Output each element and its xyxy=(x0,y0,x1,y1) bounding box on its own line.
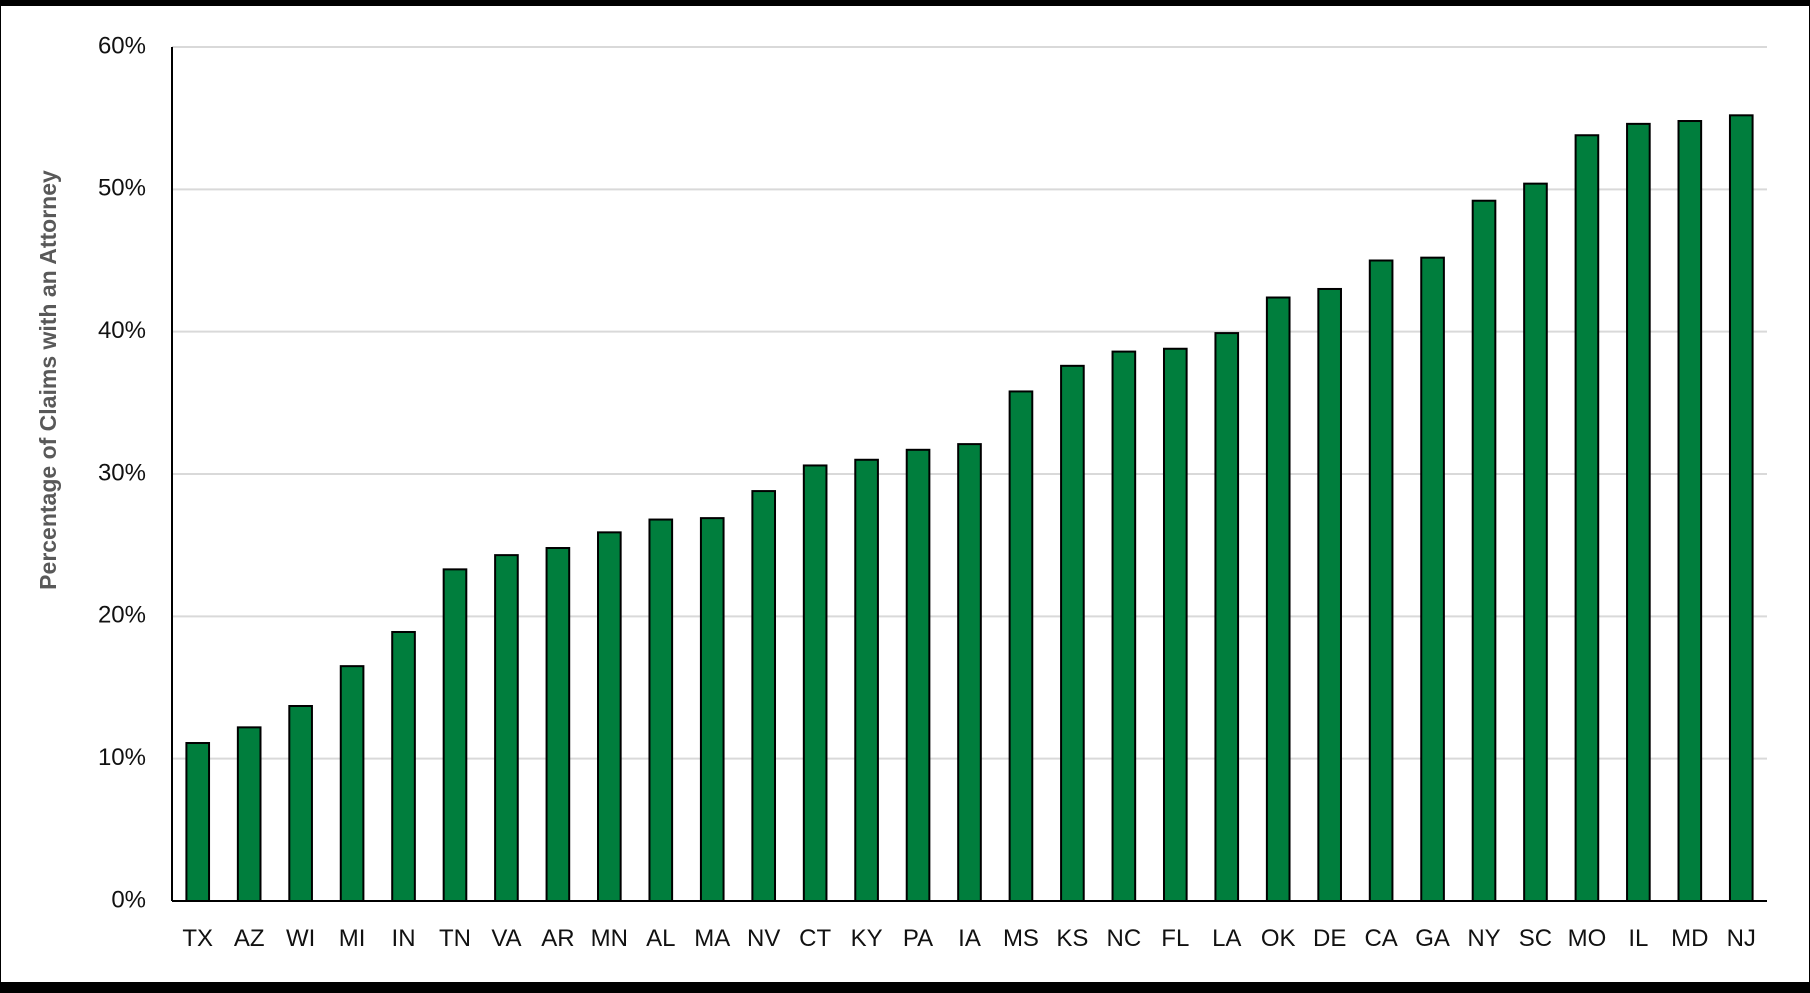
x-tick-label: LA xyxy=(1212,925,1241,952)
x-tick-label: IA xyxy=(958,925,981,952)
x-tick-label: KS xyxy=(1056,925,1088,952)
bar-md xyxy=(1677,120,1703,903)
x-tick-label: NJ xyxy=(1727,925,1756,952)
bar-nj xyxy=(1728,114,1754,902)
y-tick-labels: 0% 10% 20% 30% 40% 50% 60% xyxy=(98,32,146,913)
x-tick-label: MO xyxy=(1568,925,1607,952)
x-tick-label: MA xyxy=(694,925,730,952)
x-tick-label: AZ xyxy=(234,925,265,952)
y-tick-label: 40% xyxy=(98,317,146,344)
y-tick-label: 0% xyxy=(111,886,146,913)
x-tick-label: CA xyxy=(1364,925,1397,952)
x-tick-label: DE xyxy=(1313,925,1346,952)
x-tick-labels: TX AZ WI MI IN TN VA AR MN AL MA NV CT KY PA IA MS KS NC FL… xyxy=(182,925,1756,952)
bar-in xyxy=(391,630,416,902)
bar-ky xyxy=(854,458,879,902)
x-tick-label: CT xyxy=(799,925,831,952)
x-tick-label: TX xyxy=(182,925,213,952)
x-tick-label: AL xyxy=(646,925,675,952)
bar-de xyxy=(1317,287,1342,902)
y-tick-label: 60% xyxy=(98,32,146,59)
y-axis-label: Percentage of Claims with an Attorney xyxy=(35,170,61,590)
bar-az xyxy=(236,726,262,902)
x-tick-label: IL xyxy=(1628,925,1648,952)
bar-la xyxy=(1214,332,1240,902)
bar-ar xyxy=(545,547,571,902)
y-tick-label: 10% xyxy=(98,744,146,771)
bar-al xyxy=(648,518,674,903)
bar-ct xyxy=(802,464,828,902)
bar-mo xyxy=(1574,134,1600,903)
bar-ny xyxy=(1471,199,1497,903)
x-tick-label: MS xyxy=(1003,925,1039,952)
bar-va xyxy=(494,554,519,902)
bar-wi xyxy=(288,705,313,903)
x-tick-label: TN xyxy=(439,925,471,952)
bar-mi xyxy=(339,665,365,903)
axes xyxy=(171,47,1767,902)
bar-ks xyxy=(1060,364,1085,902)
grid-lines xyxy=(172,46,1767,760)
bar-tn xyxy=(442,568,468,902)
bar-ia xyxy=(957,443,982,902)
x-tick-label: NV xyxy=(747,925,780,952)
x-tick-label: NY xyxy=(1467,925,1500,952)
bar-ma xyxy=(699,517,725,903)
x-tick-label: AR xyxy=(541,925,574,952)
x-tick-label: PA xyxy=(903,925,933,952)
bar-nv xyxy=(751,490,777,902)
y-tick-label: 20% xyxy=(98,602,146,629)
x-tick-label: MN xyxy=(591,925,628,952)
x-tick-label: MD xyxy=(1671,925,1708,952)
x-tick-label: IN xyxy=(392,925,416,952)
bar-fl xyxy=(1162,347,1188,903)
bar-tx xyxy=(185,742,211,903)
bars xyxy=(185,114,1754,903)
x-tick-label: FL xyxy=(1161,925,1189,952)
y-tick-label: 50% xyxy=(98,175,146,202)
bar-il xyxy=(1626,122,1651,903)
y-tick-label: 30% xyxy=(98,459,146,486)
x-tick-label: NC xyxy=(1107,925,1142,952)
x-tick-label: KY xyxy=(851,925,883,952)
bar-ms xyxy=(1008,390,1034,902)
x-tick-label: VA xyxy=(491,925,521,952)
bar-ok xyxy=(1265,296,1291,902)
bar-nc xyxy=(1111,350,1137,902)
x-tick-label: OK xyxy=(1261,925,1296,952)
bar-ga xyxy=(1420,256,1445,902)
x-tick-label: WI xyxy=(286,925,315,952)
bar-sc xyxy=(1523,182,1548,902)
bar-pa xyxy=(905,448,931,902)
bar-mn xyxy=(597,531,622,903)
bar-ca xyxy=(1368,259,1394,902)
x-tick-label: MI xyxy=(339,925,366,952)
x-tick-label: SC xyxy=(1519,925,1552,952)
x-tick-label: GA xyxy=(1415,925,1450,952)
